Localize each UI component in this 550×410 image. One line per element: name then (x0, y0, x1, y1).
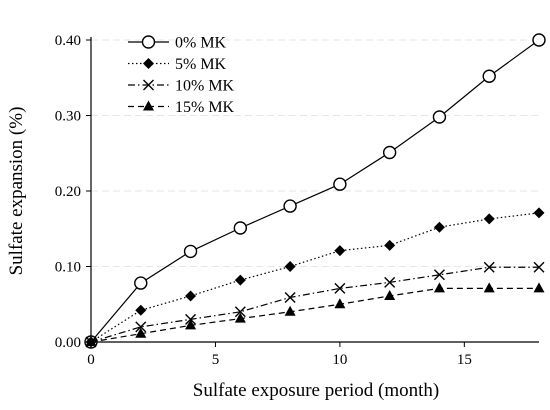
y-tick-label: 0.30 (55, 109, 81, 125)
data-point (233, 221, 248, 235)
data-point (284, 261, 296, 272)
data-point (533, 207, 545, 219)
series-line (90, 212, 540, 343)
data-point (432, 110, 447, 124)
legend-marker (143, 79, 154, 91)
data-point (333, 177, 347, 191)
data-point (234, 306, 246, 318)
series-1 (85, 207, 545, 348)
data-point (185, 290, 197, 302)
data-point (384, 289, 396, 300)
y-tick-label: 0.40 (55, 33, 81, 49)
data-point (135, 321, 147, 333)
legend-marker (143, 58, 154, 69)
legend-entry-label: 0% MK (175, 35, 227, 52)
data-point (382, 145, 397, 160)
series-line (90, 266, 539, 343)
data-point (532, 33, 546, 47)
series-line (90, 39, 540, 343)
x-tick-label: 0 (87, 352, 95, 368)
data-point (135, 327, 147, 338)
legend-entry-label: 15% MK (175, 99, 235, 116)
data-point (183, 244, 198, 259)
data-point (134, 276, 148, 290)
x-axis-ticks: 0 5 10 15 (87, 342, 472, 368)
y-axis-label: Sulfate expansion (%) (6, 107, 27, 276)
data-point (483, 282, 495, 293)
legend-marker (143, 100, 154, 111)
data-point (483, 261, 495, 273)
data-series (84, 33, 546, 349)
legend-marker (141, 35, 156, 49)
data-point (334, 245, 346, 257)
y-tick-label: 0.00 (55, 335, 81, 351)
gridlines (91, 39, 539, 267)
data-point (185, 313, 197, 325)
data-point (433, 221, 445, 233)
data-point (284, 305, 296, 316)
data-point (234, 274, 246, 286)
series-3 (85, 282, 545, 346)
legend-entry-label: 5% MK (175, 56, 227, 73)
data-point (433, 282, 445, 293)
axes (90, 37, 539, 343)
legend: 0% MK 5% MK 10% MK 15% MK (128, 35, 235, 116)
series-2 (85, 261, 545, 348)
data-point (234, 312, 246, 323)
data-point (185, 319, 197, 330)
data-point (284, 291, 296, 303)
data-point (482, 69, 496, 83)
data-point (384, 276, 396, 288)
x-tick-label: 5 (212, 352, 220, 368)
data-point (433, 269, 445, 281)
y-tick-label: 0.20 (55, 184, 81, 200)
legend-entry-label: 10% MK (175, 78, 235, 95)
series-line (90, 287, 539, 343)
x-tick-label: 10 (332, 352, 347, 368)
data-point (483, 213, 495, 225)
data-point (135, 304, 147, 316)
data-point (533, 261, 545, 273)
y-axis-ticks: 0.00 0.10 0.20 0.30 0.40 (55, 33, 91, 351)
data-point (533, 282, 545, 293)
y-tick-label: 0.10 (55, 260, 81, 276)
data-point (334, 298, 346, 309)
x-axis-label: Sulfate exposure period (month) (193, 380, 439, 401)
data-point (334, 282, 346, 294)
data-point (384, 239, 396, 251)
data-point (85, 336, 97, 346)
x-tick-label: 15 (457, 352, 472, 368)
data-point (283, 199, 297, 213)
